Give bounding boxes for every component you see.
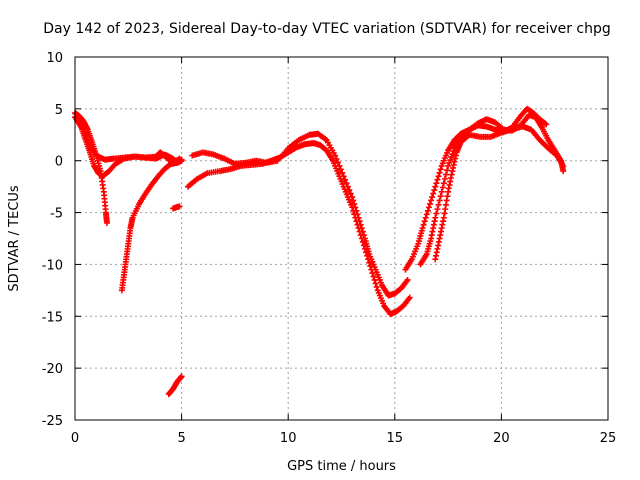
x-tick-label: 20	[493, 431, 510, 446]
axis-ticks: 0 5 10 15 20 25 -25 -20 -15 -10 -5 0 5 10	[42, 51, 617, 446]
chart-title: Day 142 of 2023, Sidereal Day-to-day VTE…	[43, 21, 611, 37]
series-satellite-track-7	[184, 140, 413, 318]
y-axis-label: SDTVAR / TECUs	[7, 185, 22, 292]
series-satellite-track-4	[118, 157, 185, 294]
data-point-markers	[170, 203, 183, 212]
y-tick-label: 0	[55, 155, 63, 170]
series-satellite-track-6	[165, 373, 185, 398]
data-point-markers	[184, 140, 413, 318]
y-tick-label: -5	[50, 207, 63, 222]
y-tick-label: 5	[55, 103, 63, 118]
plot-frame	[74, 56, 609, 421]
y-tick-label: -15	[42, 310, 63, 325]
x-tick-label: 5	[177, 431, 185, 446]
x-tick-label: 25	[600, 431, 617, 446]
data-point-markers	[118, 157, 185, 294]
y-tick-label: -10	[42, 258, 63, 273]
series-satellite-track-8	[189, 130, 411, 299]
data-point-markers	[72, 110, 110, 226]
data-point-markers	[189, 130, 411, 299]
data-series	[72, 105, 567, 398]
x-tick-label: 10	[280, 431, 297, 446]
series-satellite-track-1	[72, 110, 110, 226]
y-tick-label: 10	[46, 51, 63, 66]
y-tick-label: -25	[42, 414, 63, 429]
grid	[75, 57, 608, 420]
series-satellite-track-11	[432, 123, 567, 263]
x-axis-label: GPS time / hours	[287, 459, 396, 474]
series-satellite-track-5	[170, 203, 183, 212]
x-tick-label: 0	[71, 431, 79, 446]
data-point-markers	[432, 123, 567, 263]
y-tick-label: -20	[42, 362, 63, 377]
x-tick-label: 15	[387, 431, 404, 446]
data-point-markers	[165, 373, 185, 398]
